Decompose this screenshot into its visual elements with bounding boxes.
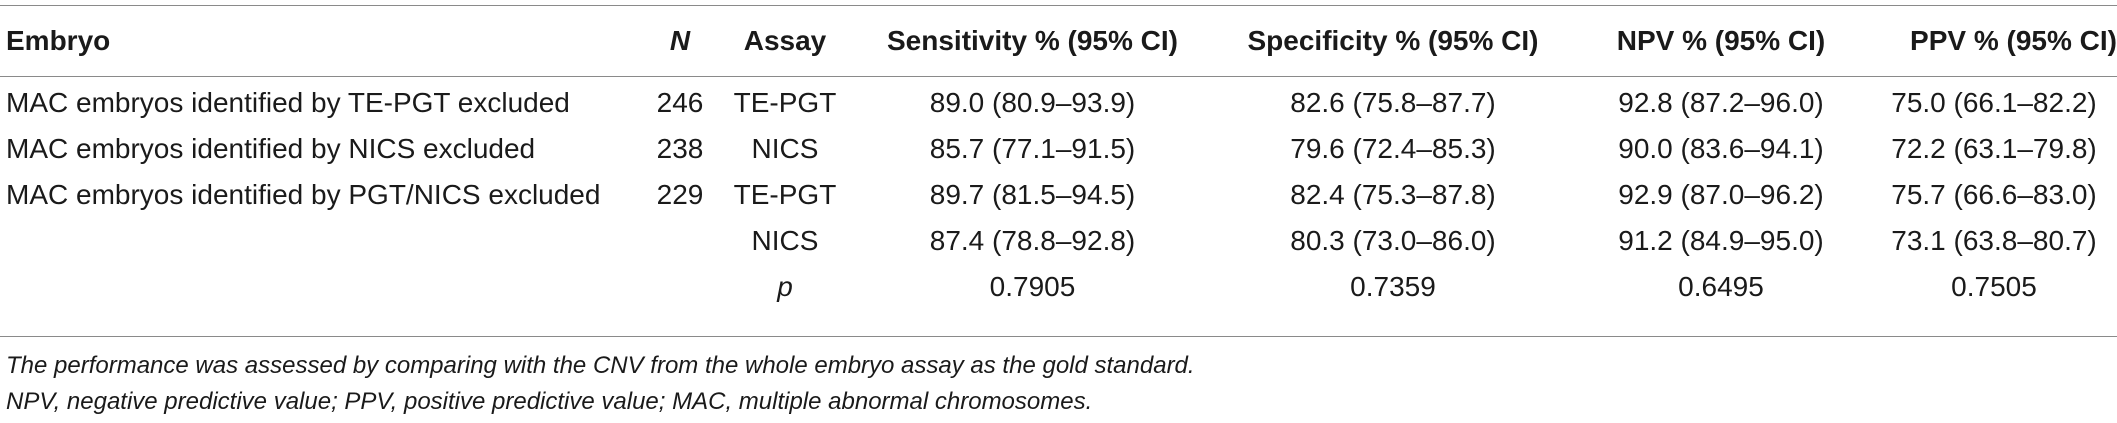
cell-ppv: 75.7 (66.6–83.0) (1891, 179, 2097, 210)
cell-ppv: 75.0 (66.1–82.2) (1891, 87, 2097, 118)
cell-embryo: MAC embryos identified by NICS excluded (6, 133, 536, 164)
top-rule (0, 5, 2117, 6)
bottom-rule (0, 336, 2117, 337)
cell-npv: 90.0 (83.6–94.1) (1618, 133, 1824, 164)
header-specificity: Specificity % (95% CI) (1247, 25, 1539, 56)
header-npv: NPV % (95% CI) (1616, 25, 1826, 56)
cell-n: 229 (656, 179, 704, 210)
table-footnotes: The performance was assessed by comparin… (6, 348, 1195, 420)
cell-sensitivity: 89.0 (80.9–93.9) (929, 87, 1136, 118)
footnote-abbreviations: NPV, negative predictive value; PPV, pos… (6, 388, 1093, 415)
cell-assay: TE-PGT (733, 179, 837, 210)
header-ppv: PPV % (95% CI) (1910, 25, 2117, 56)
cell-p-specificity: 0.7359 (1350, 271, 1436, 302)
cell-ppv: 72.2 (63.1–79.8) (1891, 133, 2097, 164)
table-row: MAC embryos identified by PGT/NICS exclu… (0, 172, 2117, 218)
cell-n (640, 264, 720, 310)
cell-specificity: 82.4 (75.3–87.8) (1290, 179, 1496, 210)
header-rule (0, 76, 2117, 77)
header-n: N (669, 25, 691, 56)
cell-assay: NICS (751, 225, 819, 256)
cell-specificity: 82.6 (75.8–87.7) (1290, 87, 1496, 118)
cell-assay: NICS (751, 133, 819, 164)
table-row: MAC embryos identified by NICS excluded … (0, 126, 2117, 172)
cell-sensitivity: 89.7 (81.5–94.5) (929, 179, 1136, 210)
table-row-p-value: p 0.7905 0.7359 0.6495 0.7505 (0, 264, 2117, 310)
cell-embryo (0, 218, 640, 264)
header-embryo: Embryo (6, 25, 111, 56)
cell-specificity: 79.6 (72.4–85.3) (1290, 133, 1496, 164)
cell-p-npv: 0.6495 (1678, 271, 1764, 302)
cell-p-sensitivity: 0.7905 (989, 271, 1076, 302)
cell-embryo: MAC embryos identified by TE-PGT exclude… (6, 87, 570, 118)
cell-assay: TE-PGT (733, 87, 837, 118)
cell-p-ppv: 0.7505 (1951, 271, 2037, 302)
cell-n: 238 (656, 133, 704, 164)
performance-table: Embryo N Assay Sensitivity % (95% CI) Sp… (0, 6, 2117, 310)
header-sensitivity: Sensitivity % (95% CI) (887, 25, 1178, 56)
cell-embryo: MAC embryos identified by PGT/NICS exclu… (6, 179, 601, 210)
cell-npv: 91.2 (84.9–95.0) (1618, 225, 1824, 256)
cell-ppv: 73.1 (63.8–80.7) (1891, 225, 2097, 256)
table-row: MAC embryos identified by TE-PGT exclude… (0, 76, 2117, 126)
cell-n: 246 (656, 87, 704, 118)
cell-sensitivity: 87.4 (78.8–92.8) (929, 225, 1136, 256)
cell-embryo (0, 264, 640, 310)
cell-n (640, 218, 720, 264)
table-row: NICS 87.4 (78.8–92.8) 80.3 (73.0–86.0) 9… (0, 218, 2117, 264)
header-assay: Assay (743, 25, 827, 56)
cell-npv: 92.9 (87.0–96.2) (1618, 179, 1824, 210)
cell-sensitivity: 85.7 (77.1–91.5) (929, 133, 1136, 164)
cell-assay-p: p (777, 271, 793, 302)
cell-npv: 92.8 (87.2–96.0) (1618, 87, 1824, 118)
header-row: Embryo N Assay Sensitivity % (95% CI) Sp… (0, 6, 2117, 76)
cell-specificity: 80.3 (73.0–86.0) (1290, 225, 1496, 256)
footnote-gold-standard: The performance was assessed by comparin… (6, 352, 1195, 379)
